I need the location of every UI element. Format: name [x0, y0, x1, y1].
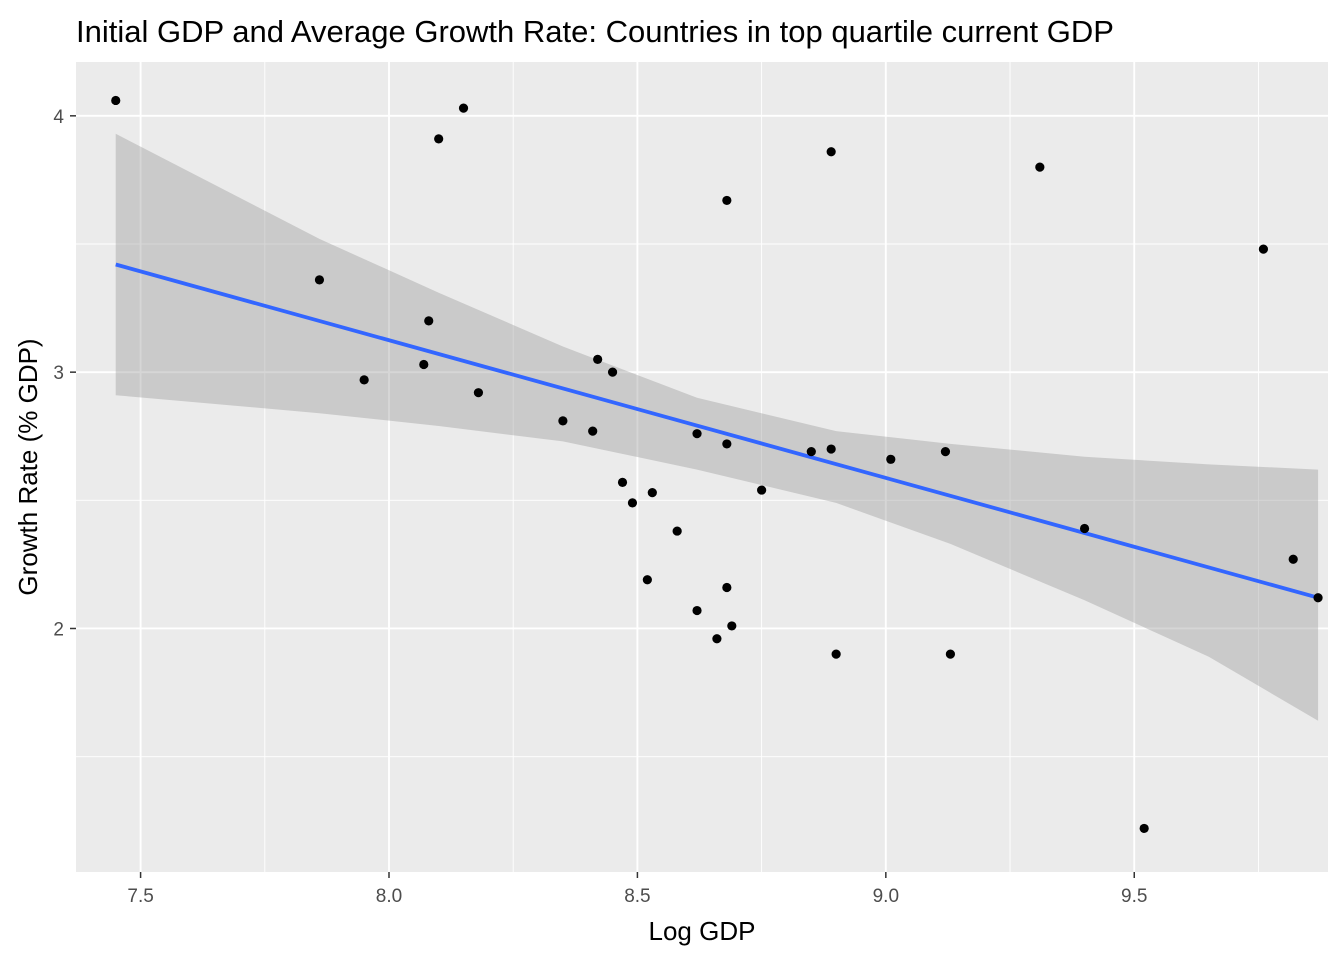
- data-point: [607, 367, 618, 377]
- chart-title: Initial GDP and Average Growth Rate: Cou…: [76, 14, 1114, 49]
- confidence-band: [115, 133, 1319, 721]
- data-point: [757, 485, 767, 495]
- y-axis-title: Growth Rate (% GDP): [13, 338, 43, 595]
- data-point: [940, 447, 951, 457]
- data-point: [1258, 244, 1269, 254]
- data-point: [806, 447, 816, 457]
- data-point: [647, 488, 657, 498]
- x-tick-label: 7.5: [127, 886, 153, 907]
- ticks-layer: 7.5 8.0 8.5 9.0 9.5 2 3 4: [53, 107, 1147, 907]
- data-point: [111, 95, 121, 106]
- data-point: [359, 375, 369, 385]
- plot-panel: [76, 62, 1328, 872]
- data-point: [722, 582, 732, 593]
- data-point: [672, 526, 682, 536]
- x-tick-label: 9.0: [873, 886, 899, 907]
- y-tick-label: 3: [53, 363, 64, 384]
- data-point: [458, 103, 469, 113]
- data-point: [945, 649, 956, 659]
- data-point: [1313, 593, 1323, 603]
- points-layer: [111, 95, 1323, 834]
- data-point: [642, 575, 652, 585]
- data-point: [434, 134, 444, 144]
- data-point: [712, 634, 722, 644]
- data-point: [1035, 162, 1045, 172]
- data-point: [722, 195, 732, 206]
- data-point: [419, 359, 429, 370]
- regression-line: [115, 262, 1319, 600]
- data-point: [593, 354, 603, 364]
- data-point: [886, 454, 896, 464]
- data-point: [473, 388, 484, 398]
- data-point: [727, 621, 737, 631]
- data-point: [692, 429, 702, 439]
- y-tick-label: 2: [53, 619, 64, 640]
- data-point: [692, 605, 702, 616]
- y-tick-label: 4: [53, 107, 64, 128]
- data-point: [826, 147, 836, 157]
- data-point: [1079, 523, 1090, 534]
- data-point: [1139, 823, 1149, 834]
- x-tick-label: 8.0: [376, 886, 402, 907]
- data-point: [617, 477, 628, 487]
- data-point: [1288, 554, 1298, 564]
- data-point: [826, 444, 836, 454]
- fit-line-layer: [115, 262, 1319, 600]
- x-axis-title: Log GDP: [649, 916, 756, 946]
- data-point: [558, 416, 568, 426]
- data-point: [627, 498, 638, 508]
- data-point: [722, 439, 732, 449]
- data-point: [424, 316, 434, 326]
- x-tick-label: 8.5: [624, 886, 650, 907]
- x-tick-label: 9.5: [1121, 886, 1147, 907]
- data-point: [831, 649, 841, 659]
- data-point: [588, 426, 598, 436]
- confidence-band-layer: [115, 133, 1319, 721]
- grid-layer: [76, 62, 1328, 872]
- data-point: [314, 275, 325, 285]
